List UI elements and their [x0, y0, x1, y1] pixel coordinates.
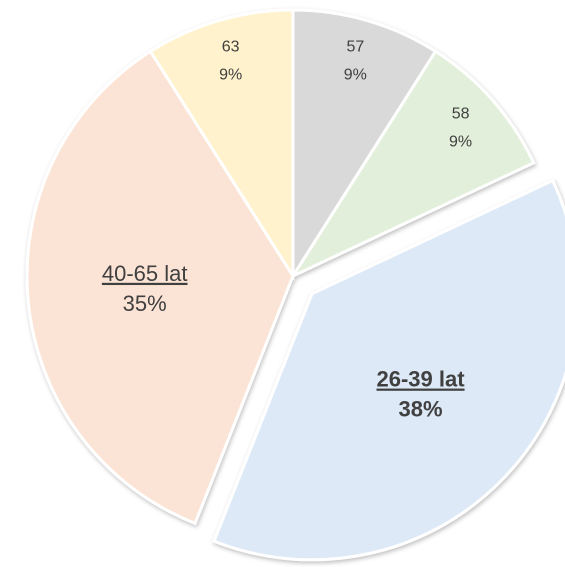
- labels: 57 9% 58 9% 26-39 lat 38% 40-65 lat 35% 63 9%: [102, 39, 472, 422]
- value-label: 9%: [449, 133, 472, 150]
- slice: [25, 49, 295, 526]
- value-label: 9%: [344, 67, 367, 84]
- value-label: 35%: [123, 291, 167, 316]
- category-label: 40-65 lat: [102, 261, 188, 286]
- slice: [148, 8, 295, 282]
- category-label: 26-39 lat: [377, 367, 466, 392]
- category-label: 58: [452, 105, 470, 122]
- category-label: 57: [346, 39, 364, 56]
- value-label: 9%: [219, 67, 242, 84]
- slice: [288, 49, 536, 280]
- pie: [25, 8, 565, 562]
- category-label: 63: [222, 39, 240, 56]
- value-label: 38%: [399, 397, 443, 422]
- slice: [212, 178, 565, 562]
- slice: [291, 8, 438, 282]
